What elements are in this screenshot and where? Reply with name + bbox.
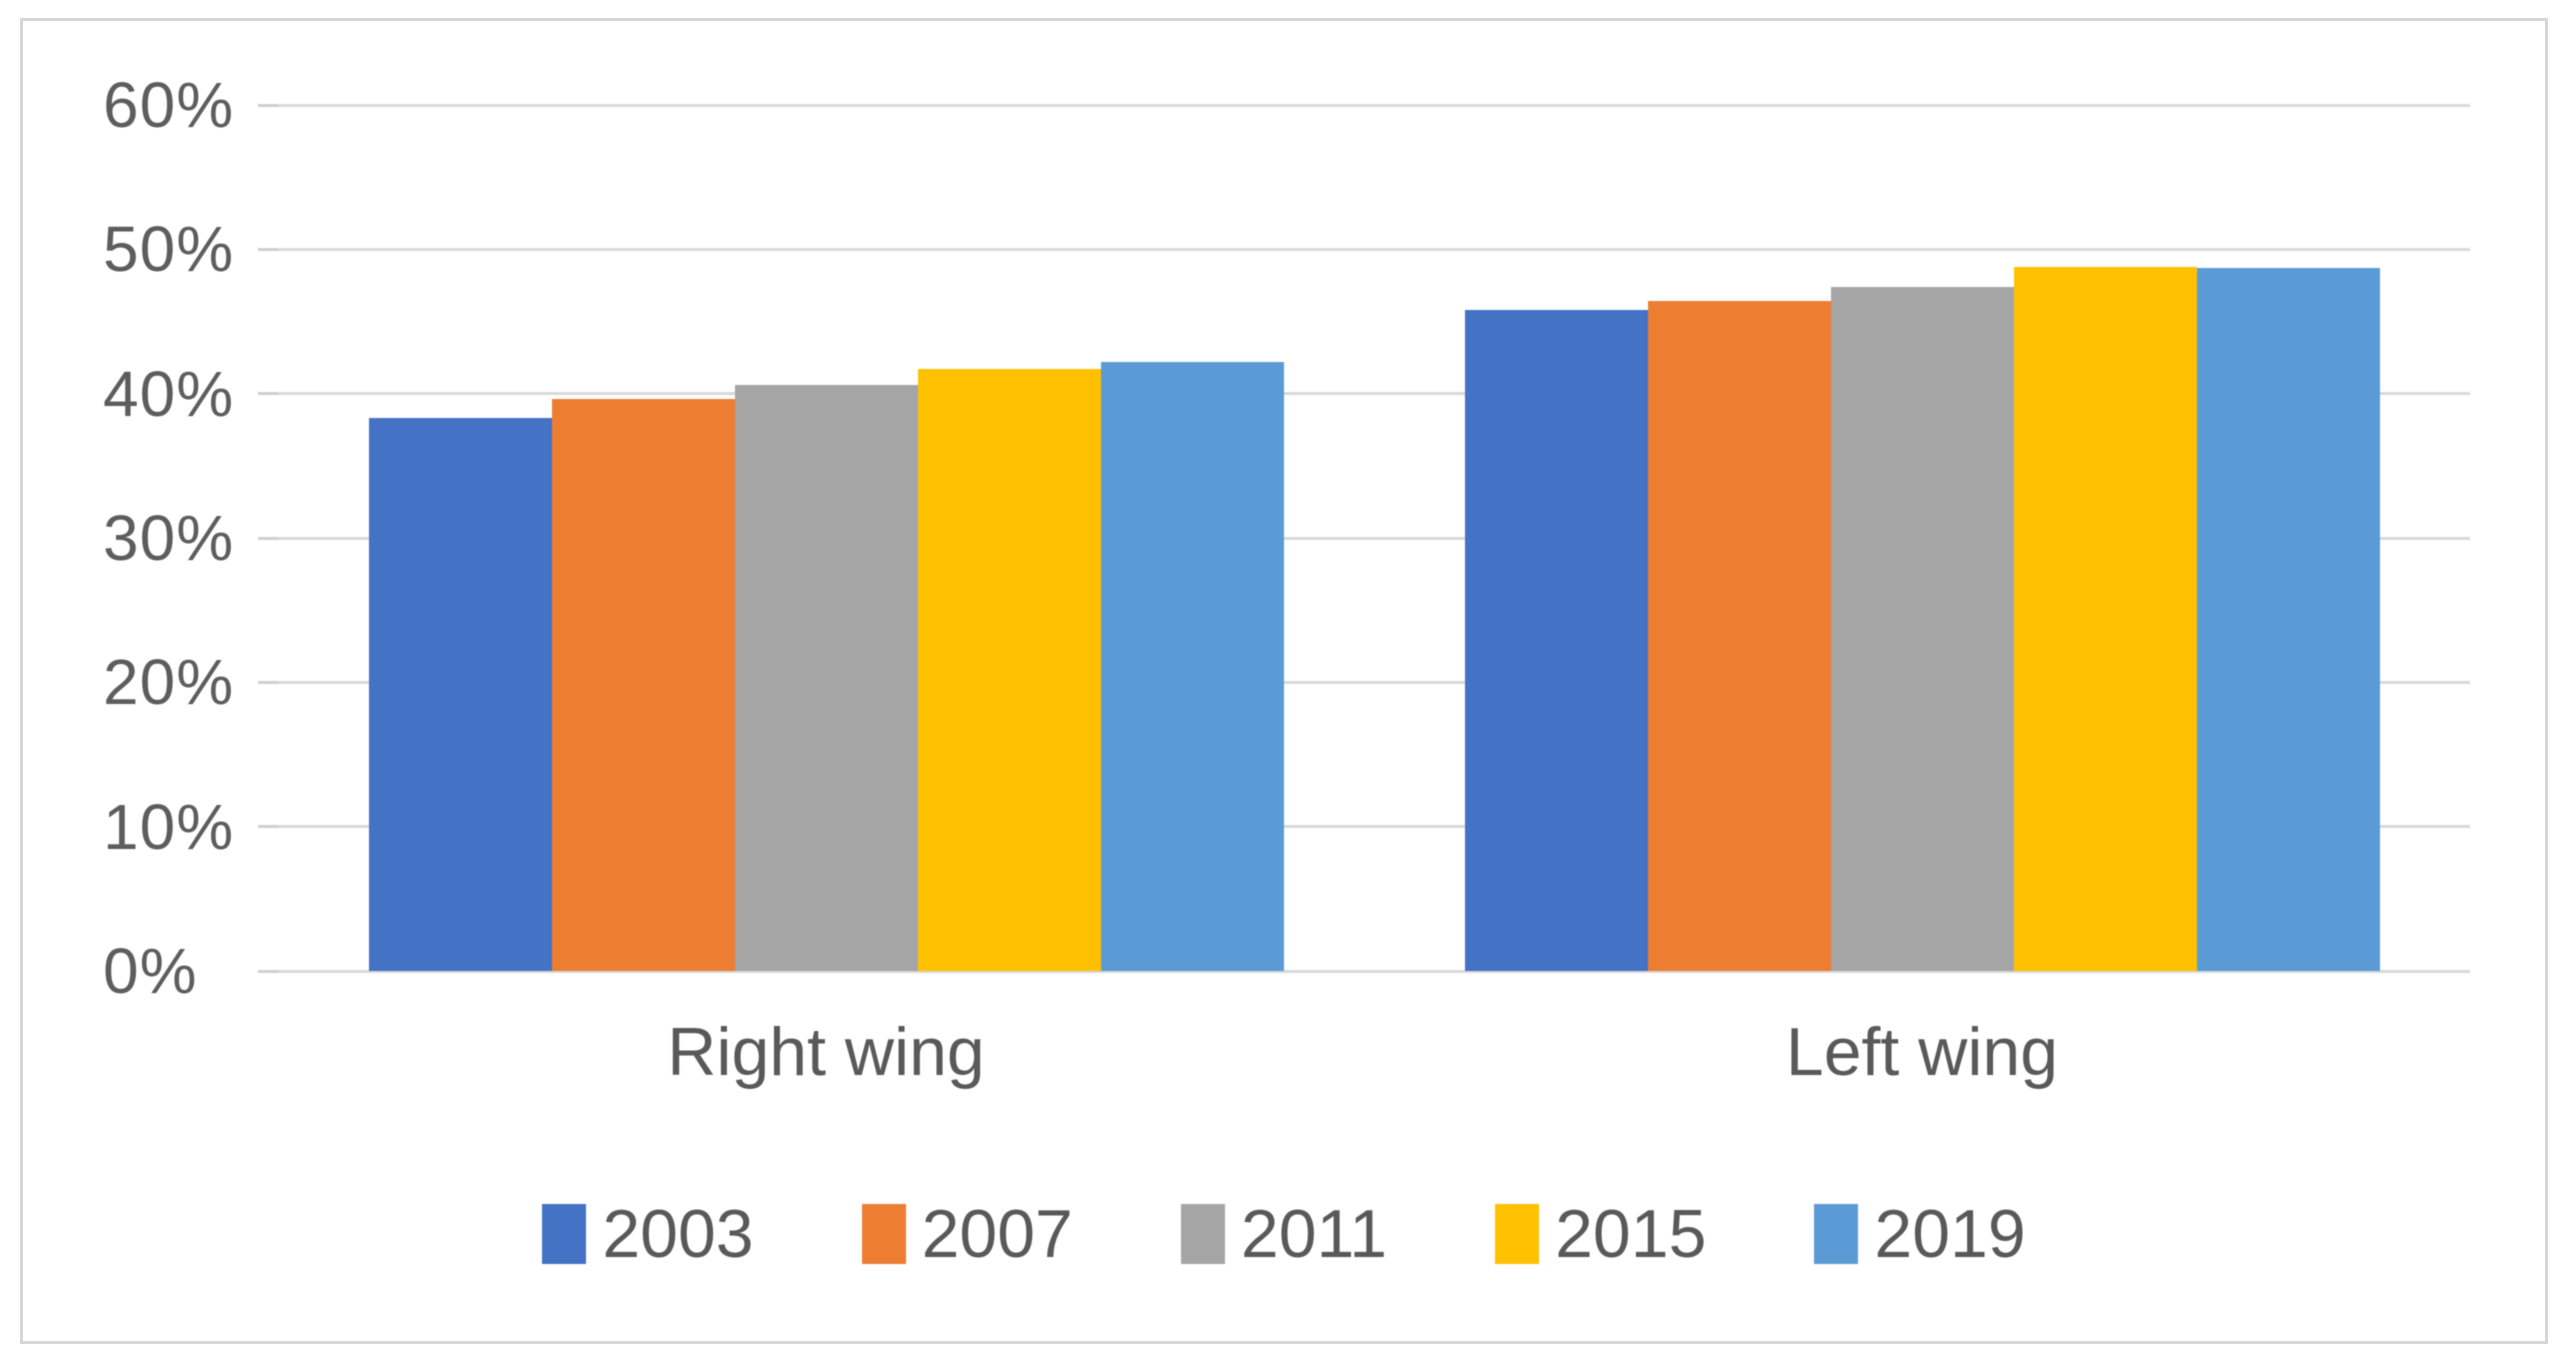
legend-label-2015: 2015 bbox=[1555, 1196, 1707, 1272]
gridline-30 bbox=[278, 536, 2470, 540]
legend-swatch-icon-2019 bbox=[1814, 1204, 1859, 1264]
bar-left-wing-2019 bbox=[2196, 268, 2380, 971]
gridline-60 bbox=[278, 103, 2470, 107]
chart-frame: 0% 10% 20% 30% 40% 50% 60% Right wing Left wing 2… bbox=[20, 18, 2548, 1344]
gridline-10 bbox=[278, 825, 2470, 829]
legend-label-2007: 2007 bbox=[921, 1196, 1073, 1272]
y-axis-tick-20 bbox=[258, 680, 278, 684]
y-tick-label-50: 50% bbox=[103, 213, 235, 286]
y-axis-tick-30 bbox=[258, 536, 278, 540]
bar-right-wing-2011 bbox=[734, 385, 918, 971]
y-tick-label-20: 20% bbox=[103, 646, 235, 719]
bar-left-wing-2015 bbox=[2013, 266, 2197, 971]
legend-entry-2011: 2011 bbox=[1180, 1196, 1388, 1272]
bar-right-wing-2019 bbox=[1100, 361, 1284, 971]
legend-label-2011: 2011 bbox=[1240, 1196, 1388, 1272]
legend-swatch-icon-2011 bbox=[1180, 1204, 1225, 1264]
legend-swatch-icon-2003 bbox=[542, 1204, 587, 1264]
gridline-20 bbox=[278, 680, 2470, 684]
y-tick-label-60: 60% bbox=[103, 69, 235, 141]
bar-left-wing-2011 bbox=[1830, 286, 2014, 971]
legend-label-2003: 2003 bbox=[602, 1196, 754, 1272]
y-axis-tick-50 bbox=[258, 247, 278, 251]
category-label-left-wing: Left wing bbox=[1785, 1014, 2059, 1090]
category-label-right-wing: Right wing bbox=[667, 1014, 985, 1090]
y-tick-label-30: 30% bbox=[103, 502, 235, 574]
bar-right-wing-2007 bbox=[551, 399, 735, 971]
y-axis-tick-40 bbox=[258, 392, 278, 396]
y-axis-tick-10 bbox=[258, 825, 278, 829]
bar-right-wing-2003 bbox=[368, 418, 552, 971]
y-tick-label-0: 0% bbox=[103, 935, 198, 1007]
bar-right-wing-2015 bbox=[917, 369, 1101, 971]
y-tick-label-40: 40% bbox=[103, 357, 235, 430]
gridline-50 bbox=[278, 247, 2470, 251]
legend-swatch-icon-2007 bbox=[861, 1204, 906, 1264]
y-axis-tick-0 bbox=[258, 969, 278, 973]
legend-entry-2007: 2007 bbox=[861, 1196, 1073, 1272]
clustered-bar-chart: 0% 10% 20% 30% 40% 50% 60% Right wing Left wing 2… bbox=[23, 21, 2545, 1341]
y-axis-tick-60 bbox=[258, 103, 278, 107]
gridline-40 bbox=[278, 392, 2470, 396]
legend-entry-2015: 2015 bbox=[1495, 1199, 1706, 1269]
legend-entry-2003: 2003 bbox=[542, 1196, 754, 1272]
legend-swatch-icon-2015 bbox=[1495, 1204, 1540, 1264]
gridline-0 bbox=[278, 969, 2470, 973]
bar-left-wing-2007 bbox=[1647, 301, 1831, 971]
bar-left-wing-2003 bbox=[1464, 309, 1648, 971]
legend-entry-2019: 2019 bbox=[1814, 1196, 2026, 1272]
chart-legend: 2003 2007 2011 2015 2019 bbox=[23, 1199, 2545, 1269]
y-tick-label-10: 10% bbox=[103, 790, 235, 863]
legend-label-2019: 2019 bbox=[1874, 1196, 2026, 1272]
